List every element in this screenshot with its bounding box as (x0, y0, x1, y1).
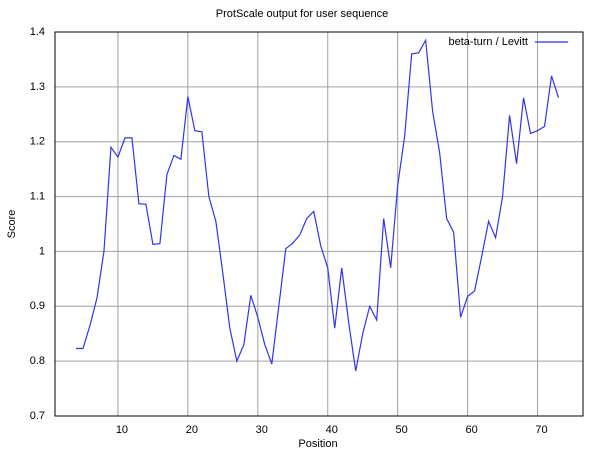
x-axis-label: Position (298, 438, 337, 449)
y-tick-label: 1 (39, 245, 45, 257)
line (75, 38, 560, 372)
y-tick-label: 0.7 (30, 410, 45, 422)
x-tick-label: 70 (535, 424, 547, 436)
y-tick-label: 1.3 (30, 81, 45, 93)
x-tick-label: 30 (256, 424, 268, 436)
plot-frame (54, 31, 584, 417)
y-tick-label: 1.4 (30, 26, 45, 38)
x-tick-label: 50 (396, 424, 408, 436)
x-tick-label: 40 (326, 424, 338, 436)
y-tick-label: 0.9 (30, 300, 45, 312)
x-tick-label: 10 (116, 424, 128, 436)
x-tick-label: 20 (186, 424, 198, 436)
y-tick-label: 0.8 (30, 355, 45, 367)
chart-title: ProtScale output for user sequence (216, 8, 388, 20)
y-axis-label: Score (6, 210, 18, 239)
legend-label: beta-turn / Levitt (449, 36, 529, 48)
y-tick-label: 1.1 (30, 190, 45, 202)
x-tick-label: 60 (465, 424, 477, 436)
y-tick-label: 1.2 (30, 136, 45, 148)
